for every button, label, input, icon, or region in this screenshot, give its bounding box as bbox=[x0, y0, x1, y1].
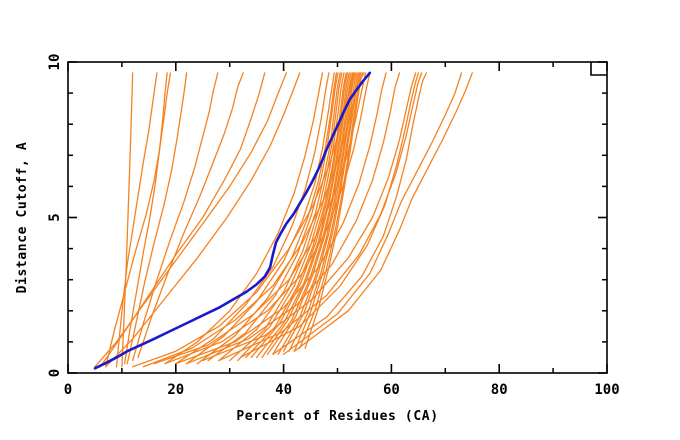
y-tick-label: 0 bbox=[47, 369, 63, 377]
series-line-right-model-3 bbox=[202, 72, 417, 362]
corner-notch bbox=[590, 62, 607, 76]
series-line-right-model-1 bbox=[175, 72, 387, 365]
series-line-wide-model-3 bbox=[153, 72, 367, 365]
series-line-mid-model-3 bbox=[105, 72, 301, 368]
series-line-bundle-model-11 bbox=[255, 72, 351, 359]
x-axis-title: Percent of Residues (CA) bbox=[236, 409, 438, 424]
y-tick-label: 5 bbox=[47, 213, 63, 221]
y-axis-title: Distance Cutoff, A bbox=[15, 142, 30, 294]
series-line-steep-model-1 bbox=[121, 72, 134, 368]
x-tick-label: 60 bbox=[383, 382, 400, 398]
series-line-mid-model-2 bbox=[94, 72, 287, 368]
x-tick-label: 40 bbox=[275, 382, 292, 398]
series-line-outlier-model-2 bbox=[282, 72, 463, 355]
series-line-bundle-model-3 bbox=[185, 72, 335, 365]
series-line-bundle-model-12 bbox=[261, 72, 352, 359]
series-line-right-model-6 bbox=[272, 72, 428, 355]
x-tick-label: 0 bbox=[64, 382, 72, 398]
series-line-outlier-model-1 bbox=[293, 72, 473, 352]
series-line-steep-model-3 bbox=[123, 72, 168, 365]
axis-layer bbox=[67, 61, 608, 374]
series-line-highlighted-model bbox=[93, 71, 372, 370]
axis-label-layer: 0 20 40 60 80 100 0 5 10 Percent of Residues (CA)… bbox=[15, 54, 620, 424]
series-line-right-model-5 bbox=[239, 72, 419, 359]
x-tick-label: 80 bbox=[491, 382, 508, 398]
series-line-steep-model-6 bbox=[132, 72, 219, 362]
series-line-bundle-model-8 bbox=[237, 72, 345, 362]
series-layer bbox=[93, 71, 473, 370]
series-line-steep-model-7 bbox=[137, 72, 244, 359]
series-line-bundle-model-4 bbox=[196, 72, 338, 365]
y-tick-label: 10 bbox=[47, 54, 63, 71]
series-line-wide-model-2 bbox=[142, 72, 361, 368]
x-tick-label: 100 bbox=[594, 382, 619, 398]
series-line-steep-model-5 bbox=[105, 72, 172, 368]
series-line-bundle-model-7 bbox=[229, 72, 343, 362]
series-line-steep-model-4 bbox=[126, 72, 188, 365]
series-line-bundle-model-1 bbox=[164, 72, 324, 365]
x-tick-label: 20 bbox=[167, 382, 184, 398]
series-line-wide-model-4 bbox=[164, 72, 371, 365]
series-line-bundle-model-6 bbox=[218, 72, 341, 362]
series-line-bundle-model-15 bbox=[277, 72, 357, 355]
series-line-steep-model-2 bbox=[115, 72, 158, 368]
series-line-right-model-2 bbox=[185, 72, 401, 365]
